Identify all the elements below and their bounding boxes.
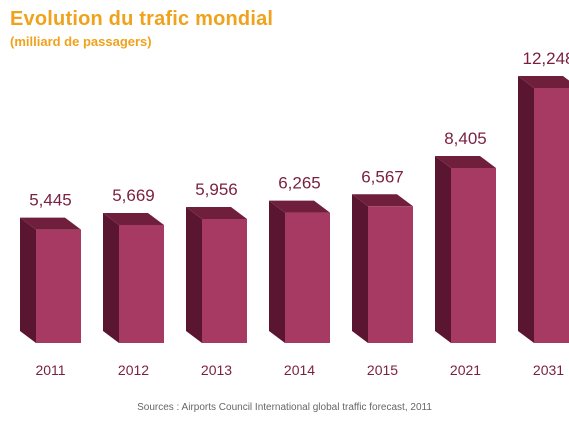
- x-tick-label: 2015: [367, 362, 398, 378]
- bar: [36, 229, 81, 343]
- data-label: 5,669: [112, 186, 155, 205]
- data-label: 12,248: [523, 49, 569, 68]
- data-label: 8,405: [444, 129, 487, 148]
- source-note: Sources : Airports Council International…: [137, 402, 432, 413]
- bar-side: [269, 200, 285, 343]
- bar-side: [518, 76, 534, 343]
- bar-side: [435, 156, 451, 343]
- bar-top: [435, 156, 496, 169]
- x-tick-label: 2011: [35, 362, 65, 378]
- bar-top: [186, 206, 247, 219]
- data-label: 5,445: [29, 191, 72, 210]
- bar-side: [186, 206, 202, 343]
- bar-top: [269, 200, 330, 213]
- x-tick-label: 2014: [284, 362, 315, 378]
- x-tick-label: 2012: [118, 362, 149, 378]
- bar: [119, 224, 164, 343]
- x-tick-label: 2013: [201, 362, 232, 378]
- bar-side: [352, 194, 368, 343]
- bar-top: [103, 212, 164, 225]
- bar-top: [20, 217, 81, 230]
- bar: [451, 168, 496, 343]
- bar: [285, 212, 330, 343]
- bar-top: [518, 76, 569, 88]
- bar-top: [352, 194, 413, 207]
- data-label: 6,567: [361, 167, 404, 186]
- chart-title: Evolution du trafic mondial: [10, 8, 274, 30]
- data-label: 5,956: [195, 180, 238, 199]
- x-tick-label: 2021: [450, 362, 481, 378]
- bar-side: [103, 212, 119, 343]
- bar: [368, 206, 413, 343]
- x-tick-label: 2031: [533, 362, 564, 378]
- bar: [534, 88, 569, 343]
- chart-subtitle: (milliard de passagers): [10, 34, 152, 49]
- bar-side: [20, 217, 36, 343]
- bar: [202, 218, 247, 343]
- data-label: 6,265: [278, 174, 321, 193]
